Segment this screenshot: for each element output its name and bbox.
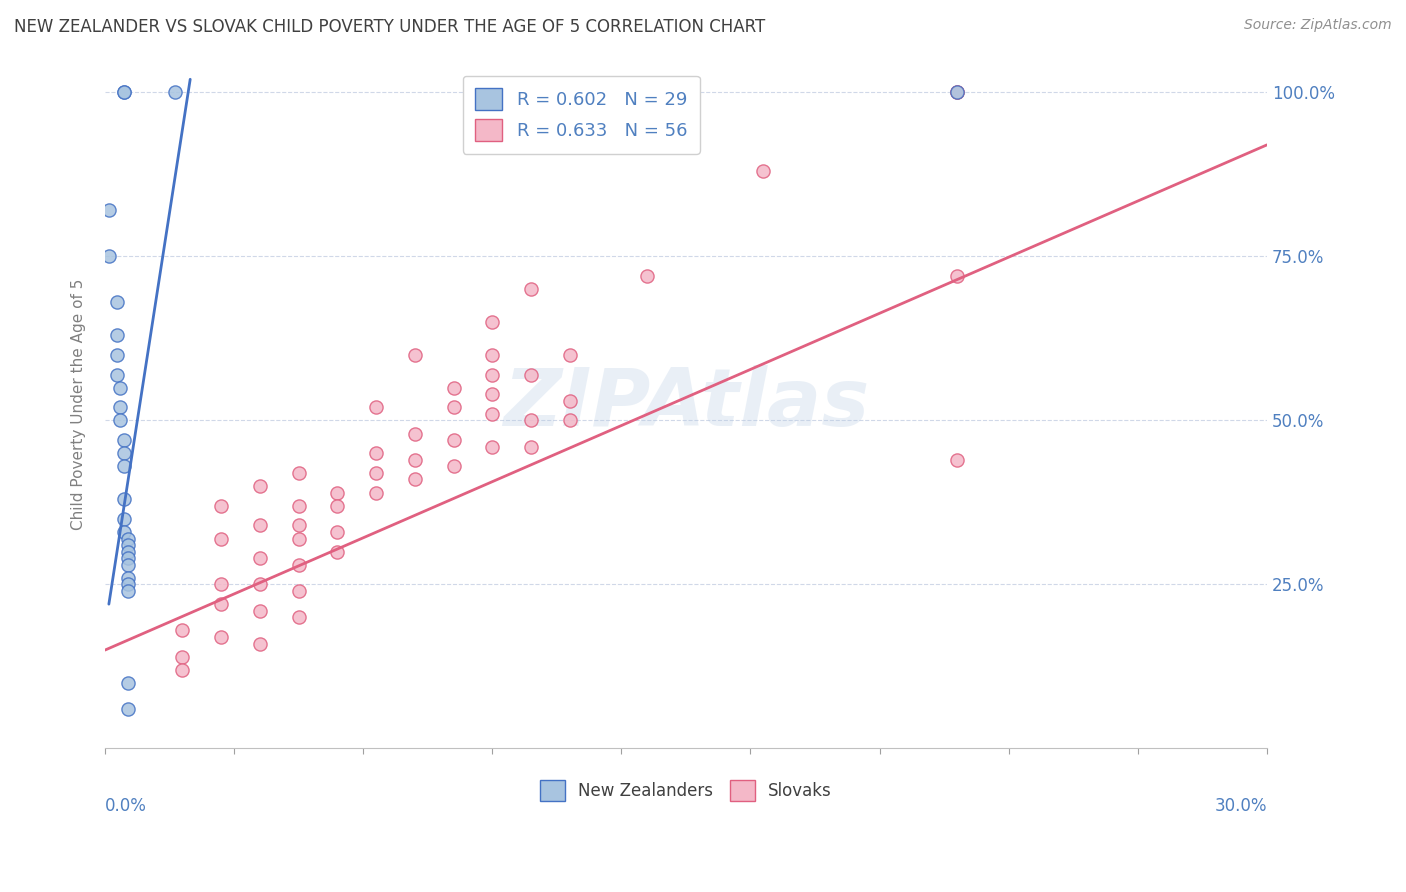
Point bbox=[404, 348, 426, 362]
Point bbox=[326, 524, 349, 539]
Point bbox=[287, 610, 309, 624]
Point bbox=[249, 604, 271, 618]
Point bbox=[172, 624, 194, 638]
Point bbox=[520, 440, 543, 454]
Point bbox=[287, 466, 309, 480]
Point bbox=[163, 86, 186, 100]
Point bbox=[443, 401, 465, 415]
Point bbox=[287, 558, 309, 572]
Point bbox=[520, 413, 543, 427]
Point bbox=[117, 532, 139, 546]
Point bbox=[209, 630, 232, 644]
Point bbox=[404, 452, 426, 467]
Point bbox=[443, 381, 465, 395]
Legend: New Zealanders, Slovaks: New Zealanders, Slovaks bbox=[531, 772, 841, 809]
Point bbox=[117, 702, 139, 716]
Point bbox=[110, 413, 132, 427]
Point bbox=[97, 203, 120, 218]
Point bbox=[364, 446, 387, 460]
Point bbox=[326, 485, 349, 500]
Point bbox=[326, 499, 349, 513]
Point bbox=[481, 315, 503, 329]
Point bbox=[946, 269, 969, 284]
Point bbox=[946, 86, 969, 100]
Point bbox=[364, 485, 387, 500]
Point bbox=[520, 282, 543, 296]
Point bbox=[110, 401, 132, 415]
Point bbox=[209, 597, 232, 611]
Point bbox=[112, 524, 135, 539]
Point bbox=[404, 426, 426, 441]
Point bbox=[117, 676, 139, 690]
Point bbox=[520, 368, 543, 382]
Point bbox=[209, 577, 232, 591]
Point bbox=[209, 532, 232, 546]
Point bbox=[249, 636, 271, 650]
Point bbox=[443, 459, 465, 474]
Point bbox=[249, 551, 271, 566]
Point bbox=[481, 387, 503, 401]
Point bbox=[209, 499, 232, 513]
Point bbox=[105, 295, 128, 310]
Point bbox=[117, 577, 139, 591]
Point bbox=[112, 86, 135, 100]
Point bbox=[558, 348, 581, 362]
Point bbox=[110, 381, 132, 395]
Point bbox=[326, 544, 349, 558]
Text: Source: ZipAtlas.com: Source: ZipAtlas.com bbox=[1244, 18, 1392, 32]
Point bbox=[558, 413, 581, 427]
Text: NEW ZEALANDER VS SLOVAK CHILD POVERTY UNDER THE AGE OF 5 CORRELATION CHART: NEW ZEALANDER VS SLOVAK CHILD POVERTY UN… bbox=[14, 18, 765, 36]
Text: ZIPAtlas: ZIPAtlas bbox=[503, 365, 869, 443]
Point bbox=[112, 433, 135, 447]
Point bbox=[752, 164, 775, 178]
Y-axis label: Child Poverty Under the Age of 5: Child Poverty Under the Age of 5 bbox=[72, 278, 86, 530]
Point bbox=[117, 571, 139, 585]
Point bbox=[105, 348, 128, 362]
Point bbox=[558, 393, 581, 408]
Point bbox=[481, 368, 503, 382]
Point bbox=[112, 446, 135, 460]
Point bbox=[287, 518, 309, 533]
Point bbox=[117, 544, 139, 558]
Point bbox=[636, 269, 658, 284]
Point bbox=[97, 249, 120, 263]
Point bbox=[172, 663, 194, 677]
Point bbox=[287, 532, 309, 546]
Point bbox=[287, 584, 309, 599]
Point bbox=[946, 86, 969, 100]
Point bbox=[117, 558, 139, 572]
Point bbox=[117, 551, 139, 566]
Point bbox=[112, 459, 135, 474]
Point bbox=[112, 512, 135, 526]
Point bbox=[364, 401, 387, 415]
Point bbox=[117, 584, 139, 599]
Point bbox=[443, 433, 465, 447]
Point bbox=[946, 452, 969, 467]
Point bbox=[249, 479, 271, 493]
Point bbox=[105, 368, 128, 382]
Point bbox=[249, 518, 271, 533]
Point bbox=[481, 407, 503, 421]
Point bbox=[481, 348, 503, 362]
Point bbox=[117, 538, 139, 552]
Point bbox=[287, 499, 309, 513]
Point bbox=[172, 649, 194, 664]
Point bbox=[105, 328, 128, 343]
Point bbox=[249, 577, 271, 591]
Point bbox=[404, 473, 426, 487]
Text: 0.0%: 0.0% bbox=[105, 797, 146, 814]
Point bbox=[364, 466, 387, 480]
Point bbox=[946, 86, 969, 100]
Point bbox=[112, 492, 135, 507]
Point bbox=[481, 440, 503, 454]
Text: 30.0%: 30.0% bbox=[1215, 797, 1267, 814]
Point bbox=[112, 86, 135, 100]
